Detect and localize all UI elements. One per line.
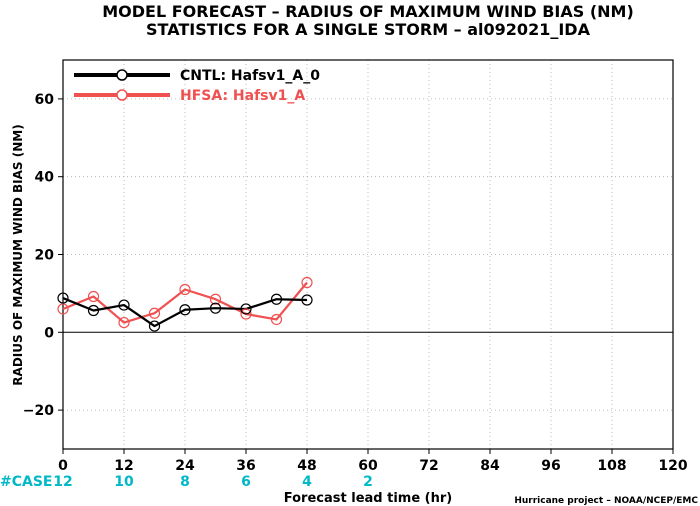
series-1-point — [87, 290, 100, 303]
x-tick-label: 108 — [597, 458, 626, 474]
case-label: #CASE — [0, 474, 53, 490]
series-1-point — [209, 293, 222, 305]
y-axis-label: RADIUS OF MAXIMUM WIND BIAS (NM) — [11, 124, 25, 385]
case-count: 8 — [180, 474, 190, 490]
x-axis-label: Forecast lead time (hr) — [284, 491, 452, 506]
case-count: 12 — [53, 474, 72, 490]
case-count: 4 — [302, 474, 312, 490]
series-0-point — [301, 294, 313, 306]
credit-text: Hurricane project – NOAA/NCEP/EMC — [514, 496, 698, 506]
series-1-point — [118, 316, 130, 329]
grid-lines — [63, 60, 673, 449]
series-1-point — [270, 313, 283, 326]
series-1-point — [57, 303, 69, 315]
case-count: 6 — [241, 474, 251, 490]
series-0-point — [57, 292, 69, 304]
case-count: 2 — [363, 474, 373, 490]
series-line-0 — [62, 297, 308, 328]
x-tick-label: 60 — [358, 458, 378, 474]
legend-label-0: CNTL: Hafsv1_A_0 — [180, 68, 320, 84]
series-0-point — [270, 293, 283, 305]
series-1-point — [301, 276, 313, 289]
x-tick-label: 36 — [236, 458, 255, 474]
x-tick-label: 84 — [480, 458, 500, 474]
legend-label-1: HFSA: Hafsv1_A — [180, 88, 305, 104]
x-tick-label: 0 — [58, 458, 68, 474]
series-line-1 — [62, 281, 308, 324]
series-1-point — [179, 283, 191, 296]
x-tick-label: 24 — [175, 458, 195, 474]
series-0-point — [148, 320, 161, 332]
legend-marker-1 — [116, 89, 128, 101]
axis-ticks: 0 12 24 36 48 60 72 84 96 108 120 −20 0 20 40 60 — [23, 92, 688, 474]
y-tick-label: 0 — [44, 325, 54, 341]
series-1-point — [240, 308, 252, 320]
y-tick-label: 40 — [35, 170, 55, 186]
y-tick-label: 60 — [35, 92, 55, 108]
x-tick-label: 120 — [658, 458, 687, 474]
legend: CNTL: Hafsv1_A_0 HFSA: Hafsv1_A — [74, 68, 320, 104]
chart-title-line1: MODEL FORECAST – RADIUS OF MAXIMUM WIND … — [102, 2, 634, 21]
series-group — [57, 276, 313, 332]
series-0-point — [87, 304, 100, 317]
x-tick-label: 96 — [541, 458, 560, 474]
x-tick-label: 72 — [419, 458, 438, 474]
case-counts: #CASE 12 10 8 6 4 2 — [0, 474, 373, 490]
series-0-point — [179, 304, 191, 316]
series-0-point — [240, 303, 252, 315]
chart-title-line2: STATISTICS FOR A SINGLE STORM – al092021… — [146, 20, 591, 39]
case-count: 10 — [114, 474, 134, 490]
y-tick-label: 20 — [35, 248, 55, 264]
legend-marker-0 — [116, 69, 128, 81]
series-0-point — [118, 299, 130, 311]
x-tick-label: 48 — [297, 458, 316, 474]
series-0-point — [209, 302, 222, 314]
x-tick-label: 12 — [114, 458, 133, 474]
y-tick-label: −20 — [23, 403, 54, 419]
series-1-point — [148, 307, 161, 319]
